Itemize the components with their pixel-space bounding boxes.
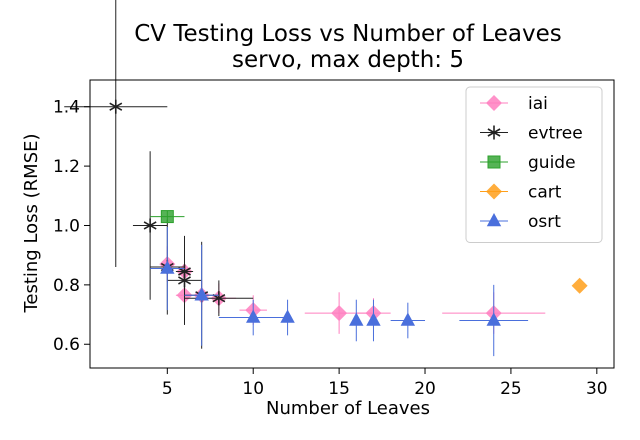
legend-diamond-marker <box>486 95 502 111</box>
legend-label: cart <box>528 183 562 203</box>
legend-label: evtree <box>528 124 583 144</box>
legend-item-iai: iai <box>480 94 548 114</box>
y-tick-label: 1.2 <box>53 157 80 177</box>
point-evtree-0 <box>64 0 168 268</box>
legend-star-marker <box>487 125 501 140</box>
legend-triangle-marker <box>486 213 502 227</box>
chart-subtitle: servo, max depth: 5 <box>232 47 464 73</box>
legend: iai evtree guide cart osrt <box>465 86 603 243</box>
diamond-marker <box>331 305 348 322</box>
y-tick-label: 1.4 <box>53 98 80 118</box>
point-osrt-1 <box>184 244 219 346</box>
point-osrt-3 <box>280 299 295 336</box>
x-tick-label: 10 <box>242 379 264 399</box>
triangle-marker <box>486 312 501 326</box>
star-marker <box>212 291 226 306</box>
x-tick-label: 5 <box>162 379 173 399</box>
plot-frame <box>89 79 615 369</box>
y-tick-label: 0.6 <box>53 335 80 355</box>
diamond-marker <box>571 277 588 294</box>
point-guide-0 <box>150 210 185 224</box>
x-axis-label: Number of Leaves <box>266 398 430 419</box>
legend-label: guide <box>528 153 576 173</box>
star-marker <box>143 218 157 233</box>
triangle-marker <box>160 260 175 274</box>
point-osrt-6 <box>390 302 426 339</box>
x-tick-label: 30 <box>586 379 608 399</box>
legend-item-cart: cart <box>480 183 562 203</box>
point-evtree-1 <box>132 151 168 300</box>
star-marker <box>109 99 123 114</box>
legend-square-marker <box>487 155 501 169</box>
legend-label: iai <box>528 94 548 114</box>
x-tick-label: 20 <box>414 379 436 399</box>
legend-item-guide: guide <box>480 153 576 173</box>
triangle-marker <box>246 309 261 323</box>
legend-item-evtree: evtree <box>480 124 583 144</box>
legend-item-osrt: osrt <box>480 212 561 232</box>
plot-area <box>64 0 588 357</box>
point-evtree-6 <box>184 280 254 317</box>
x-axis: 5 10 15 20 25 30 <box>162 368 608 399</box>
point-osrt-7 <box>459 284 529 357</box>
series-cart <box>571 277 588 294</box>
legend-label: osrt <box>528 212 561 232</box>
point-cart-0 <box>571 277 588 294</box>
triangle-marker <box>366 312 381 326</box>
series-guide <box>150 210 185 224</box>
x-tick-label: 25 <box>500 379 522 399</box>
series-osrt <box>150 226 529 357</box>
y-axis: 0.6 0.8 1.0 1.2 1.4 <box>53 98 90 355</box>
square-marker <box>160 210 174 224</box>
point-evtree-4 <box>175 241 194 302</box>
y-axis-label: Testing Loss (RMSE) <box>21 133 42 313</box>
triangle-marker <box>400 312 416 326</box>
chart-title: CV Testing Loss vs Number of Leaves <box>134 21 562 47</box>
legend-box <box>465 86 603 243</box>
point-osrt-5 <box>366 299 381 342</box>
legend-diamond-marker <box>486 183 502 200</box>
y-tick-label: 1.0 <box>53 216 80 236</box>
triangle-marker <box>280 309 295 323</box>
y-tick-label: 0.8 <box>53 276 80 296</box>
triangle-marker <box>349 312 364 326</box>
star-marker <box>178 264 191 279</box>
triangle-marker <box>194 287 209 301</box>
point-osrt-0 <box>150 226 185 311</box>
point-osrt-2 <box>218 299 288 336</box>
point-osrt-4 <box>349 299 364 342</box>
x-tick-label: 15 <box>328 379 350 399</box>
